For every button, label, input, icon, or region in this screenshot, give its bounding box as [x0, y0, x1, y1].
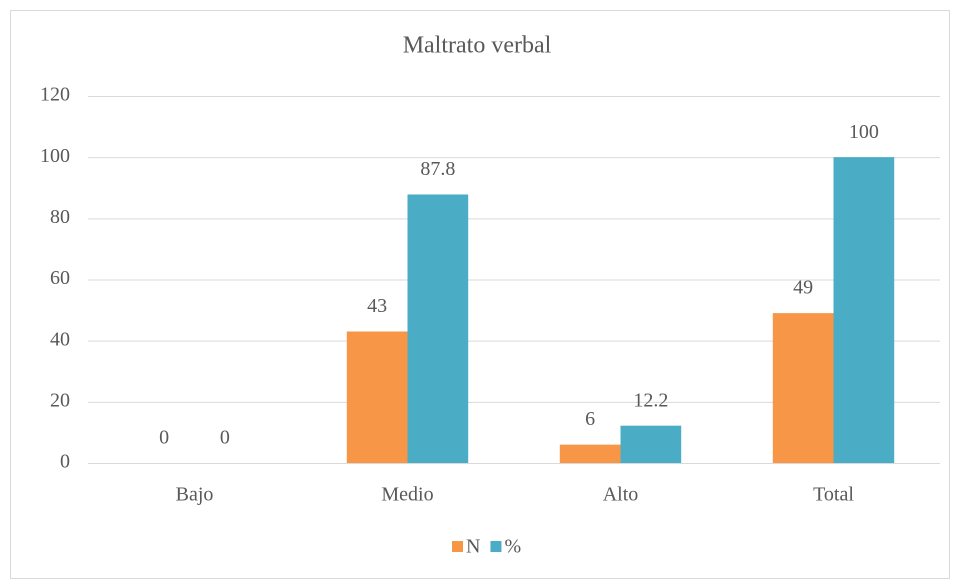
y-tick-label: 0 — [60, 451, 70, 473]
data-label: 49 — [793, 277, 813, 299]
data-label: 0 — [220, 427, 230, 449]
data-label: 12.2 — [633, 389, 668, 411]
y-tick-label: 60 — [50, 267, 70, 289]
legend-swatch — [452, 541, 463, 552]
data-label: 43 — [367, 295, 387, 317]
bar — [833, 157, 895, 463]
y-tick-label: 40 — [50, 328, 70, 350]
y-tick-label: 80 — [50, 206, 70, 228]
y-tick-label: 120 — [40, 84, 70, 106]
x-tick-label: Alto — [603, 484, 639, 506]
data-label: 6 — [585, 408, 595, 430]
x-tick-label: Total — [813, 484, 854, 506]
bar — [620, 425, 682, 463]
x-tick-label: Medio — [381, 484, 433, 506]
y-tick-label: 20 — [50, 389, 70, 411]
legend-label: % — [504, 536, 521, 558]
legend-swatch — [490, 541, 502, 552]
bar — [346, 331, 408, 463]
data-label: 0 — [159, 427, 169, 449]
data-label: 87.8 — [420, 158, 455, 180]
data-label: 100 — [849, 121, 879, 143]
legend-label: N — [466, 536, 480, 558]
bar — [407, 194, 469, 463]
x-tick-label: Bajo — [176, 484, 214, 506]
bar — [772, 313, 834, 463]
bar — [559, 444, 621, 463]
chart-frame — [10, 10, 950, 579]
y-tick-label: 100 — [40, 145, 70, 167]
chart-title: Maltrato verbal — [403, 33, 552, 59]
